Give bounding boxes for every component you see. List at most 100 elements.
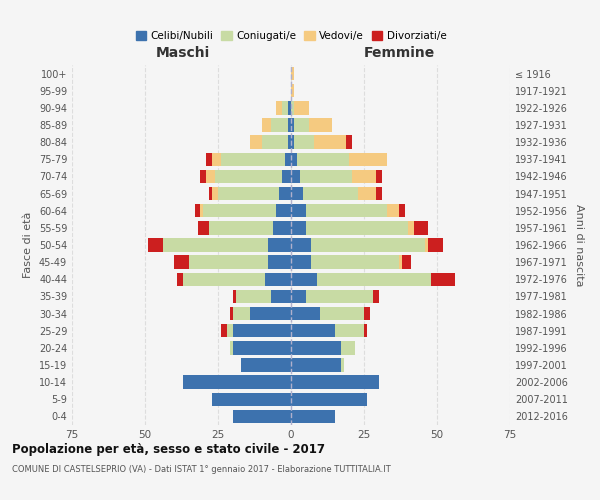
Bar — [399, 256, 402, 269]
Bar — [194, 204, 200, 218]
Bar — [268, 238, 291, 252]
Text: Maschi: Maschi — [156, 46, 210, 60]
Bar — [282, 170, 291, 183]
Bar — [399, 204, 405, 218]
Bar — [230, 341, 233, 354]
Bar — [221, 324, 227, 338]
Bar — [271, 290, 291, 303]
Bar — [305, 221, 408, 234]
Bar — [291, 290, 305, 303]
Bar — [425, 238, 428, 252]
Bar — [408, 221, 413, 234]
Bar — [320, 307, 364, 320]
Bar — [335, 324, 364, 338]
Bar — [428, 238, 443, 252]
Bar — [291, 221, 305, 234]
Bar — [241, 358, 291, 372]
Bar — [206, 170, 215, 183]
Bar — [206, 152, 212, 166]
Bar — [183, 272, 265, 286]
Bar — [388, 204, 399, 218]
Bar — [288, 136, 291, 149]
Bar — [250, 307, 291, 320]
Bar — [352, 170, 376, 183]
Bar — [358, 187, 376, 200]
Bar — [364, 324, 367, 338]
Bar — [349, 152, 388, 166]
Bar — [376, 187, 382, 200]
Bar — [271, 118, 288, 132]
Bar — [200, 204, 203, 218]
Bar — [200, 170, 206, 183]
Bar — [277, 204, 291, 218]
Bar — [236, 290, 271, 303]
Bar — [291, 67, 294, 80]
Bar — [230, 307, 233, 320]
Bar — [265, 272, 291, 286]
Bar — [274, 221, 291, 234]
Y-axis label: Fasce di età: Fasce di età — [23, 212, 33, 278]
Bar — [163, 238, 268, 252]
Bar — [183, 376, 291, 389]
Bar — [291, 152, 297, 166]
Bar — [294, 118, 308, 132]
Bar — [212, 392, 291, 406]
Bar — [291, 307, 320, 320]
Bar — [291, 204, 305, 218]
Bar — [277, 101, 282, 114]
Bar — [346, 136, 352, 149]
Bar — [291, 256, 311, 269]
Bar — [297, 152, 349, 166]
Legend: Celibi/Nubili, Coniugati/e, Vedovi/e, Divorziati/e: Celibi/Nubili, Coniugati/e, Vedovi/e, Di… — [131, 27, 451, 46]
Bar — [376, 170, 382, 183]
Bar — [285, 152, 291, 166]
Bar — [203, 204, 277, 218]
Bar — [302, 187, 358, 200]
Bar — [291, 376, 379, 389]
Bar — [233, 290, 236, 303]
Bar — [364, 307, 370, 320]
Bar — [212, 187, 218, 200]
Bar — [291, 84, 294, 98]
Bar — [294, 101, 308, 114]
Bar — [305, 204, 388, 218]
Text: COMUNE DI CASTELSEPRIO (VA) - Dati ISTAT 1° gennaio 2017 - Elaborazione TUTTITAL: COMUNE DI CASTELSEPRIO (VA) - Dati ISTAT… — [12, 465, 391, 474]
Bar — [291, 170, 300, 183]
Bar — [280, 187, 291, 200]
Bar — [291, 410, 335, 423]
Bar — [308, 118, 332, 132]
Bar — [305, 290, 373, 303]
Text: Femmine: Femmine — [364, 46, 434, 60]
Bar — [148, 238, 163, 252]
Bar — [233, 410, 291, 423]
Bar — [212, 152, 221, 166]
Bar — [291, 324, 335, 338]
Bar — [288, 101, 291, 114]
Bar — [262, 118, 271, 132]
Bar — [341, 358, 344, 372]
Bar — [291, 238, 311, 252]
Bar — [189, 256, 268, 269]
Bar — [177, 272, 183, 286]
Bar — [233, 324, 291, 338]
Bar — [311, 238, 425, 252]
Bar — [233, 307, 250, 320]
Bar — [300, 170, 352, 183]
Y-axis label: Anni di nascita: Anni di nascita — [574, 204, 584, 286]
Bar — [209, 221, 274, 234]
Bar — [291, 187, 302, 200]
Text: Popolazione per età, sesso e stato civile - 2017: Popolazione per età, sesso e stato civil… — [12, 442, 325, 456]
Bar — [262, 136, 288, 149]
Bar — [291, 101, 294, 114]
Bar — [282, 101, 288, 114]
Bar — [402, 256, 411, 269]
Bar — [291, 136, 294, 149]
Bar — [250, 136, 262, 149]
Bar — [291, 358, 341, 372]
Bar — [221, 152, 285, 166]
Bar — [341, 341, 355, 354]
Bar — [311, 256, 399, 269]
Bar — [288, 118, 291, 132]
Bar — [227, 324, 233, 338]
Bar — [431, 272, 455, 286]
